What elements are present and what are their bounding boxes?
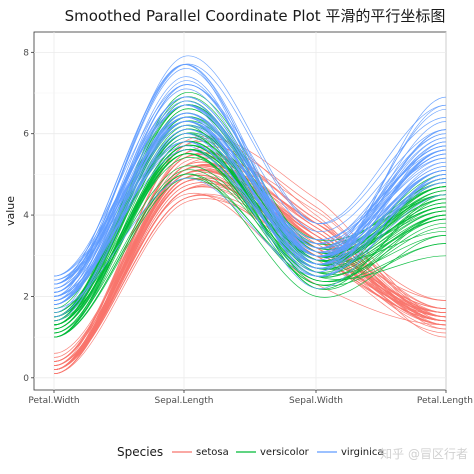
grid-lines <box>34 32 447 390</box>
watermark: 知乎 @冒区行者 <box>380 447 468 461</box>
series-line-versicolor <box>53 169 447 334</box>
series-line-virginica <box>53 64 447 285</box>
series-line-virginica <box>53 141 447 301</box>
series-line-versicolor <box>53 145 447 326</box>
series-line-virginica <box>53 104 447 277</box>
legend-title: Species <box>117 445 163 459</box>
chart-title: Smoothed Parallel Coordinate Plot 平滑的平行坐… <box>65 7 446 25</box>
x-tick-label: Sepal.Length <box>155 396 214 406</box>
series-line-virginica <box>53 63 447 289</box>
legend: Species setosa versicolor virginica <box>117 445 384 459</box>
legend-label-virginica: virginica <box>341 447 384 458</box>
y-tick-label: 6 <box>23 130 29 140</box>
series-lines <box>53 55 447 375</box>
series-line-virginica <box>53 121 447 301</box>
series-line-virginica <box>53 64 447 297</box>
series-line-virginica <box>53 129 447 305</box>
x-tick-label: Petal.Width <box>28 396 79 406</box>
series-line-versicolor <box>53 177 447 338</box>
y-axis-title: value <box>4 196 17 226</box>
x-axis: Petal.Width Sepal.Length Sepal.Width Petal.… <box>28 390 473 406</box>
y-tick-label: 2 <box>23 292 29 302</box>
x-tick-label: Petal.Length <box>417 396 473 406</box>
series-line-virginica <box>53 137 447 305</box>
series-line-virginica <box>53 84 447 305</box>
series-line-setosa <box>53 193 447 371</box>
legend-label-versicolor: versicolor <box>260 447 310 458</box>
series-line-virginica <box>53 178 447 309</box>
legend-label-setosa: setosa <box>196 447 229 458</box>
series-line-setosa <box>53 198 447 375</box>
x-tick-label: Sepal.Width <box>289 396 343 406</box>
series-line-setosa <box>53 169 447 371</box>
series-line-virginica <box>53 55 447 297</box>
series-line-versicolor <box>53 144 447 330</box>
y-tick-label: 0 <box>23 374 29 384</box>
series-line-virginica <box>53 125 447 285</box>
y-axis: 0 2 4 6 8 <box>23 48 34 384</box>
series-line-setosa <box>53 192 447 366</box>
series-line-versicolor <box>53 173 447 338</box>
series-line-setosa <box>53 185 447 371</box>
series-line-virginica <box>53 100 447 285</box>
y-tick-label: 8 <box>23 48 29 58</box>
series-line-virginica <box>53 141 447 281</box>
series-line-versicolor <box>53 124 447 326</box>
series-line-virginica <box>53 129 447 322</box>
y-tick-label: 4 <box>23 211 29 221</box>
